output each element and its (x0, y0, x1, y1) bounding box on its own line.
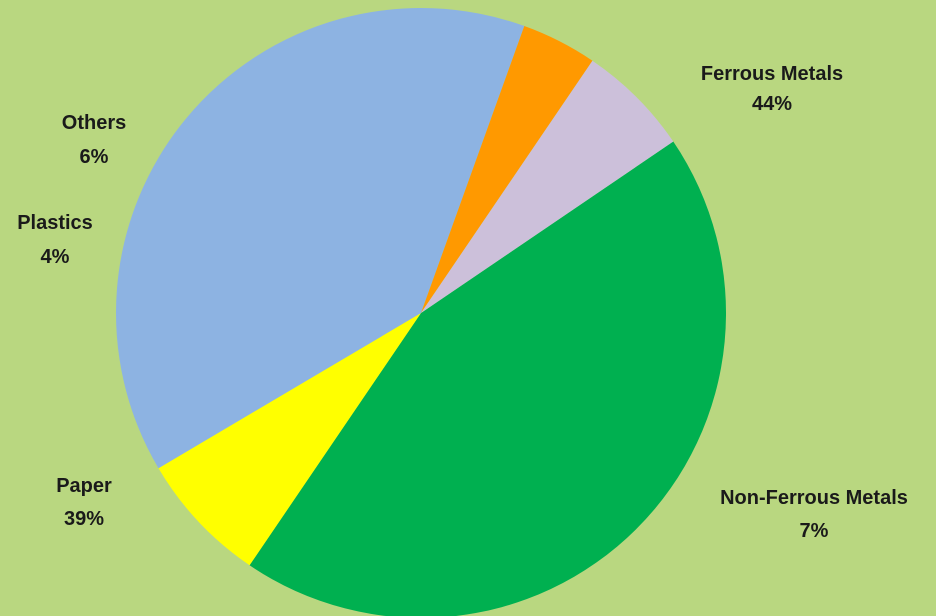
pie-slice-paper (115, 7, 525, 469)
label-name: Non-Ferrous Metals (720, 487, 908, 509)
label-percent: 6% (80, 146, 109, 168)
label-non-ferrous-metals: Non-Ferrous Metals 7% (720, 487, 908, 542)
label-percent: 44% (752, 93, 792, 115)
pie-slice-others (421, 60, 674, 313)
pie-slice-plastics (421, 26, 593, 314)
label-name: Ferrous Metals (701, 63, 843, 85)
label-ferrous-metals: Ferrous Metals 44% (701, 63, 843, 115)
label-percent: 4% (41, 246, 70, 268)
label-others: Others 6% (62, 112, 126, 168)
label-percent: 7% (800, 520, 829, 542)
pie-slice-ferrous-metals (249, 141, 726, 616)
label-plastics: Plastics 4% (17, 212, 93, 268)
label-name: Plastics (17, 212, 93, 234)
pie-slice-non-ferrous-metals (158, 313, 421, 566)
label-name: Paper (56, 475, 112, 497)
label-percent: 39% (64, 508, 104, 530)
pie-slices (115, 7, 726, 616)
label-name: Others (62, 112, 126, 134)
label-paper: Paper 39% (56, 475, 112, 530)
